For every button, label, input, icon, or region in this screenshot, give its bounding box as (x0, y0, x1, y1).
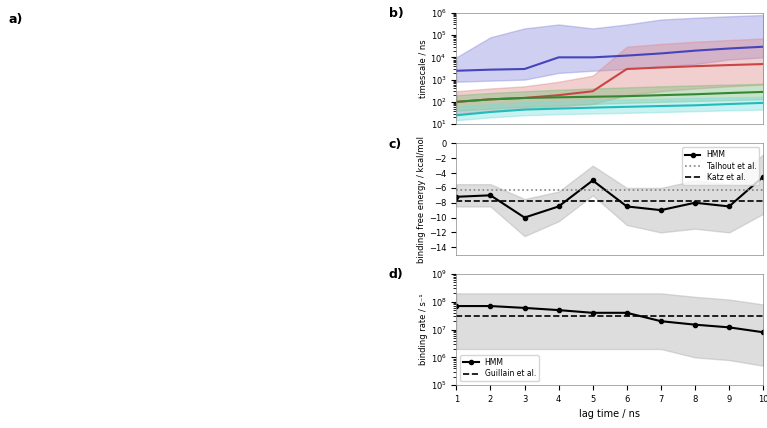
Guillain et al. (418, 314, 427, 319)
Legend: HMM, Talhout et al., Katz et al.: HMM, Talhout et al., Katz et al. (682, 147, 759, 185)
Y-axis label: binding rate / s⁻¹: binding rate / s⁻¹ (419, 294, 428, 366)
X-axis label: lag time / ns: lag time / ns (579, 410, 640, 419)
HMM (725, 204, 734, 209)
HMM (588, 310, 597, 315)
Y-axis label: binding free energy / kcal/mol: binding free energy / kcal/mol (417, 136, 426, 262)
HMM (622, 204, 631, 209)
HMM (486, 303, 495, 309)
Y-axis label: timescale / ns: timescale / ns (419, 39, 428, 98)
Line: HMM: HMM (454, 175, 765, 220)
HMM (588, 178, 597, 183)
HMM (759, 330, 767, 335)
Talhout et al. (452, 187, 461, 193)
Text: a): a) (8, 13, 23, 26)
Guillain et al. (452, 314, 461, 319)
HMM (520, 305, 529, 310)
HMM (657, 208, 666, 213)
Line: HMM: HMM (454, 304, 765, 334)
HMM (759, 174, 767, 179)
HMM (452, 194, 461, 199)
HMM (486, 193, 495, 198)
Text: c): c) (389, 138, 402, 151)
HMM (690, 322, 700, 327)
Text: d): d) (389, 268, 403, 281)
HMM (725, 325, 734, 330)
Legend: HMM, Guillain et al.: HMM, Guillain et al. (460, 355, 539, 381)
HMM (554, 308, 563, 313)
Text: b): b) (389, 7, 403, 20)
HMM (622, 310, 631, 315)
HMM (554, 204, 563, 209)
Katz et al. (452, 198, 461, 203)
HMM (690, 200, 700, 205)
Talhout et al. (418, 187, 427, 193)
HMM (520, 215, 529, 220)
HMM (657, 318, 666, 324)
HMM (452, 303, 461, 309)
Katz et al. (418, 198, 427, 203)
